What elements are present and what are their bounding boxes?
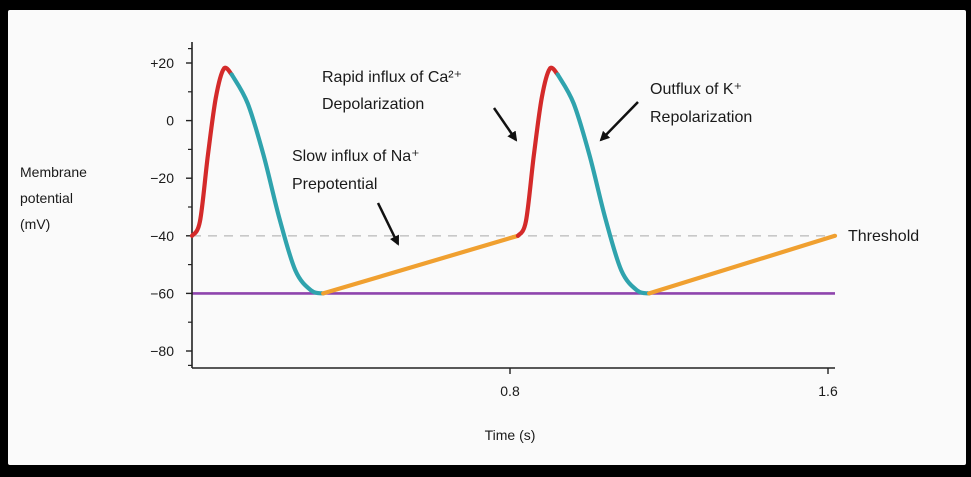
annotation-sodium-line-1: Slow influx of Na⁺ — [292, 148, 420, 165]
annotation-potassium-line-1: Outflux of K⁺ — [650, 81, 742, 98]
arrow-potassium — [599, 101, 639, 142]
x-ticks: 0.8 1.6 — [500, 368, 838, 399]
arrow-sodium — [376, 202, 400, 246]
annotation-calcium-line-2: Depolarization — [322, 96, 424, 113]
repolarization-segment — [555, 72, 652, 296]
depolarization-segment — [189, 65, 234, 238]
axes — [191, 42, 835, 369]
y-tick-label: 0 — [166, 113, 174, 129]
y-axis-title-line-3: (mV) — [20, 216, 50, 232]
y-ticks: +20 0 −20 −40 −60 −80 — [150, 47, 192, 366]
y-tick-label: −40 — [150, 228, 174, 244]
figure-panel — [8, 10, 966, 465]
y-tick-label: +20 — [150, 55, 174, 71]
repolarization-segment — [229, 72, 326, 296]
y-axis-title-line-2: potential — [20, 190, 73, 206]
depolarization-segment — [515, 65, 560, 238]
x-tick-label: 0.8 — [500, 383, 520, 399]
x-tick-label: 1.6 — [818, 383, 838, 399]
y-axis-title-line-1: Membrane — [20, 164, 87, 180]
series — [189, 65, 838, 296]
x-axis-title: Time (s) — [485, 427, 536, 443]
annotation-potassium-line-2: Repolarization — [650, 109, 752, 126]
y-tick-label: −80 — [150, 343, 174, 359]
annotation-calcium-line-1: Rapid influx of Ca²⁺ — [322, 69, 462, 86]
prepotential-segment — [647, 233, 838, 296]
y-tick-label: −60 — [150, 285, 174, 301]
y-tick-label: −20 — [150, 170, 174, 186]
threshold-label: Threshold — [848, 228, 919, 245]
arrow-calcium — [492, 107, 518, 142]
prepotential-segment — [321, 233, 521, 296]
annotation-sodium-line-2: Prepotential — [292, 176, 377, 193]
